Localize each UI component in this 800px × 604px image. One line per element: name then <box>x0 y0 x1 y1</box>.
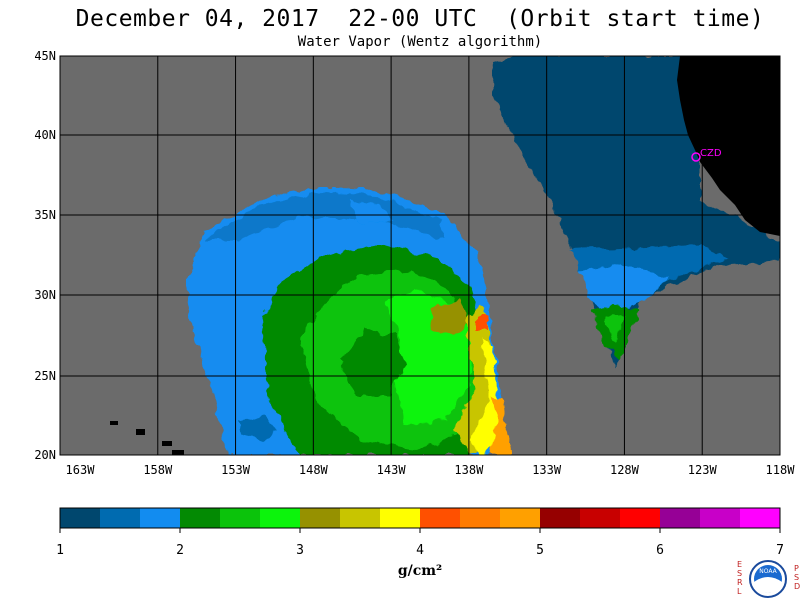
noaa-emblem: NOAA <box>749 560 787 598</box>
lat-lon-grid <box>60 56 780 455</box>
colorbar-segment <box>700 508 741 528</box>
station-marker <box>691 152 701 162</box>
colorbar-segment <box>100 508 141 528</box>
west-swath-core-dark <box>340 330 405 395</box>
colorbar-segment <box>380 508 421 528</box>
lon-label: 158W <box>143 463 173 477</box>
colorbar-segment <box>740 508 781 528</box>
colorbar-segment <box>300 508 341 528</box>
colorbar-tick-label: 2 <box>176 543 184 558</box>
colorbar-tick-label: 4 <box>416 543 424 558</box>
west-swath-ring <box>205 192 445 240</box>
colorbar-segment <box>540 508 581 528</box>
east-swath-green-bright <box>605 316 625 345</box>
colorbar-segment <box>460 508 501 528</box>
lat-label: 45N <box>34 49 56 63</box>
land-north-america <box>677 56 780 236</box>
colorbar-tick-label: 6 <box>656 543 664 558</box>
lat-label: 20N <box>34 448 56 462</box>
colorbar-tick-label: 7 <box>776 543 784 558</box>
lon-label: 138W <box>454 463 484 477</box>
lon-label: 148W <box>298 463 328 477</box>
lat-label: 25N <box>34 369 56 383</box>
east-swath-blue <box>580 265 670 315</box>
colorbar-unit: g/cm² <box>397 563 443 579</box>
lat-label: 40N <box>34 128 56 142</box>
lon-label: 153W <box>221 463 250 477</box>
emblem-text: NOAA <box>759 568 777 575</box>
lon-label: 118W <box>765 463 795 477</box>
west-swath-hotspot <box>476 316 488 330</box>
lat-label: 35N <box>34 208 56 222</box>
lat-label: 30N <box>34 288 56 302</box>
colorbar-segment <box>140 508 181 528</box>
lon-label: 143W <box>376 463 406 477</box>
west-swath-bright-yellow <box>470 340 505 455</box>
colorbar-segment <box>340 508 381 528</box>
colorbar-segment <box>60 508 101 528</box>
colorbar-tick-label: 1 <box>56 543 64 558</box>
lon-label: 123W <box>687 463 717 477</box>
colorbar-segment <box>220 508 261 528</box>
lon-label: 133W <box>532 463 562 477</box>
colorbar-segment <box>260 508 301 528</box>
map-title: December 04, 2017 22-00 UTC (Orbit start… <box>75 6 765 32</box>
station-label: CZD <box>700 148 722 159</box>
colorbar-segment <box>180 508 221 528</box>
west-swath <box>186 187 512 455</box>
colorbar-segment <box>500 508 541 528</box>
west-swath-blue-patch <box>238 415 278 440</box>
west-swath-blue-patch-2 <box>350 200 395 225</box>
hawaiian-islands <box>110 421 184 455</box>
colorbar-segment <box>580 508 621 528</box>
lon-label: 128W <box>609 463 639 477</box>
west-swath-olive <box>430 300 470 335</box>
west-swath-orange <box>490 395 512 455</box>
colorbar-tick-label: 5 <box>536 543 544 558</box>
colorbar-segment <box>660 508 701 528</box>
map-subtitle: Water Vapor (Wentz algorithm) <box>297 34 543 50</box>
colorbar-tick-label: 3 <box>296 543 304 558</box>
map-frame <box>59 55 781 456</box>
lon-label: 163W <box>65 463 95 477</box>
colorbar <box>59 507 781 533</box>
colorbar-segment <box>420 508 461 528</box>
colorbar-segment <box>620 508 661 528</box>
